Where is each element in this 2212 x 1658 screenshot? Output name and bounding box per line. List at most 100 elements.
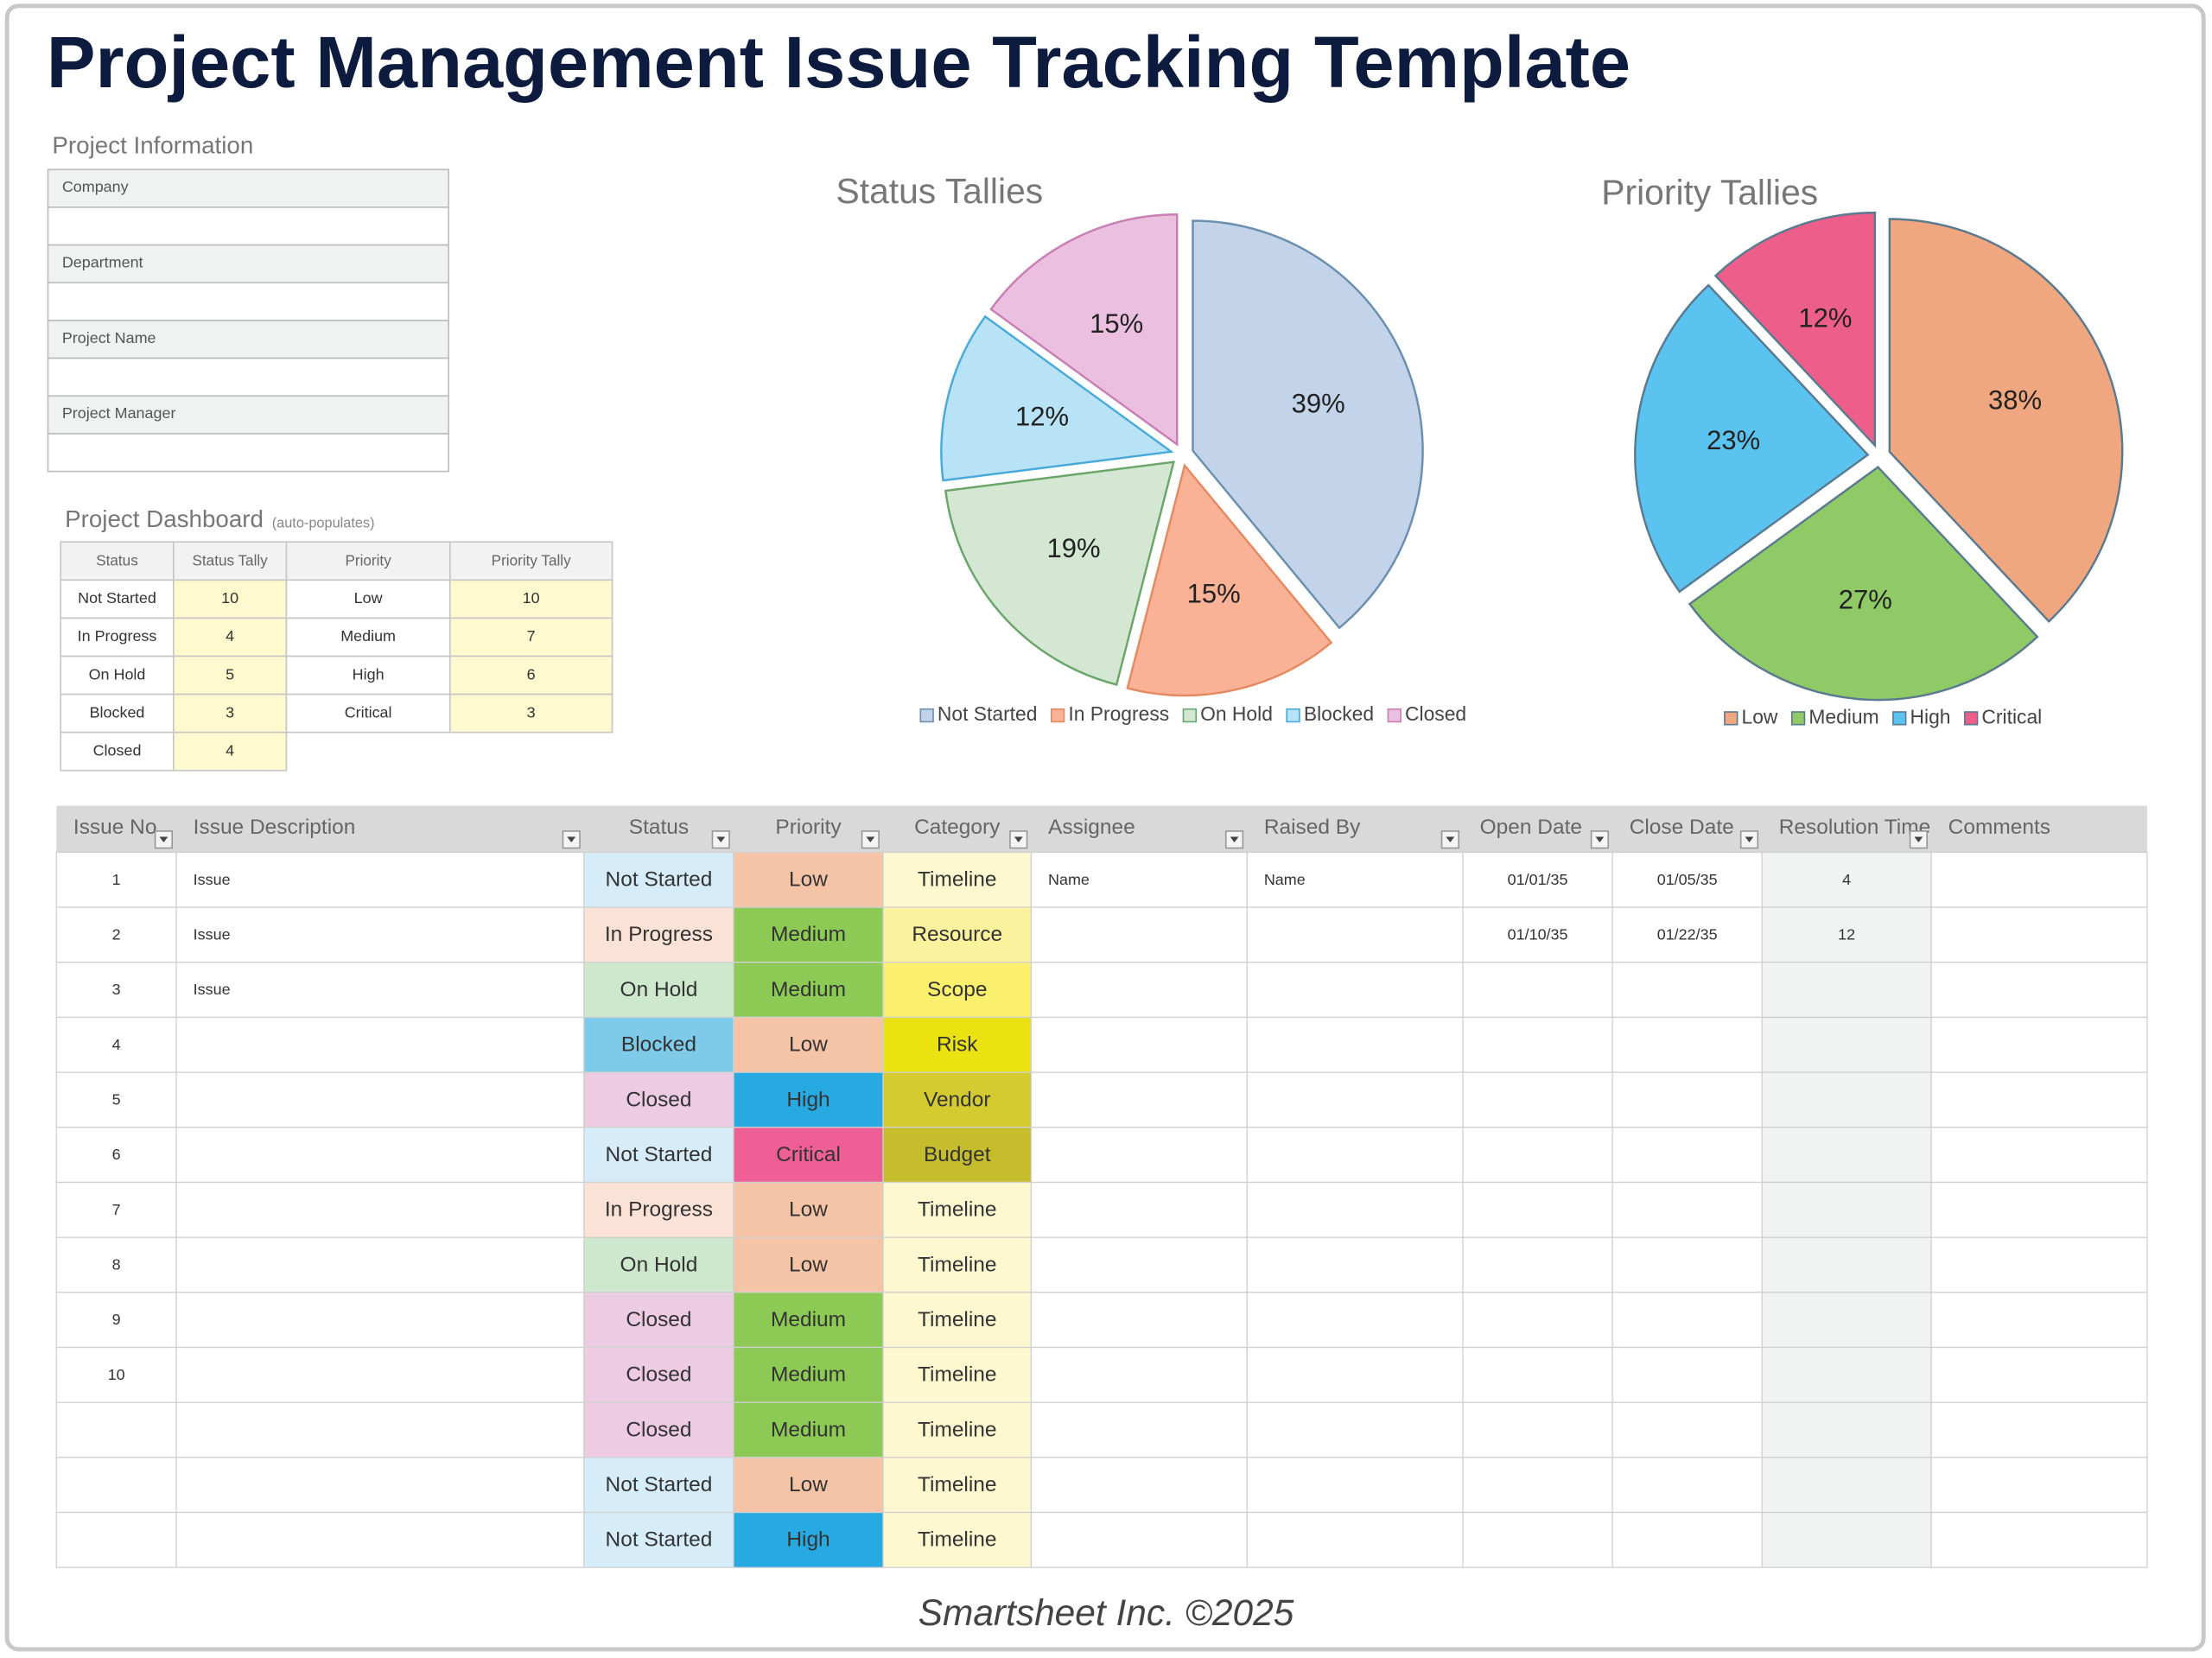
- table-cell: [55, 1016, 177, 1073]
- legend-label: On Hold: [1200, 702, 1273, 725]
- dashboard-cell: [60, 731, 175, 772]
- chart-title: Status Tallies: [836, 171, 1044, 211]
- cell-text: 8: [112, 1256, 121, 1274]
- table-cell: [1462, 851, 1613, 908]
- table-cell: [1930, 1127, 2148, 1184]
- cell-text: Critical: [776, 1143, 841, 1166]
- pie-slice: [1713, 211, 1877, 448]
- table-cell: [1030, 1016, 1248, 1073]
- dashboard-cell: [173, 655, 288, 696]
- dashboard-cell: [173, 579, 288, 619]
- dashboard-cell: [173, 693, 288, 734]
- legend-label: Not Started: [938, 702, 1038, 725]
- table-cell: [1030, 1401, 1248, 1458]
- cell-text: Timeline: [918, 1253, 997, 1276]
- slice-label: 12%: [1015, 402, 1069, 432]
- table-cell: [1761, 1457, 1932, 1514]
- table-cell: [175, 1016, 585, 1073]
- filter-arrow: [1595, 836, 1605, 843]
- table-cell: [1761, 1236, 1932, 1293]
- table-cell: [1930, 962, 2148, 1019]
- dashboard-value: 7: [527, 627, 536, 645]
- table-cell: [1611, 1401, 1763, 1458]
- cell-text: Vendor: [924, 1088, 991, 1111]
- cell-text: Medium: [771, 1363, 846, 1387]
- dashboard-value: 10: [523, 589, 540, 607]
- table-cell: [583, 1127, 734, 1184]
- cell-text: 5: [112, 1091, 121, 1109]
- table-cell: [1930, 1071, 2148, 1128]
- cell-text: Medium: [771, 978, 846, 1001]
- filter-arrow: [567, 836, 576, 843]
- pie-slice: [1688, 466, 2039, 702]
- table-cell: [1611, 1071, 1763, 1128]
- table-cell: [1611, 851, 1763, 908]
- table-cell: [733, 1511, 884, 1568]
- cell-text: Low: [789, 1198, 828, 1222]
- table-cell: [175, 851, 585, 908]
- table-cell: [733, 1401, 884, 1458]
- table-cell: [1611, 1236, 1763, 1293]
- column-header: Raised By: [1264, 816, 1361, 839]
- table-cell: [1030, 1511, 1248, 1568]
- cell-text: Issue: [194, 871, 231, 888]
- dashboard-cell: [60, 579, 175, 619]
- table-cell: [583, 1292, 734, 1349]
- cell-text: Closed: [626, 1088, 691, 1111]
- table-cell: [1246, 906, 1464, 963]
- table-cell: [583, 1071, 734, 1128]
- table-header-bg: [56, 805, 2147, 853]
- cell-text: High: [786, 1088, 830, 1111]
- table-cell: [733, 906, 884, 963]
- table-cell: [882, 1127, 1033, 1184]
- table-cell: [175, 1457, 585, 1514]
- dashboard-header: Priority Tally: [492, 552, 571, 569]
- cell-text: Not Started: [606, 1528, 713, 1552]
- cell-text: Timeline: [918, 1528, 997, 1552]
- pie-slice: [1888, 218, 2124, 623]
- cell-text: Risk: [937, 1033, 978, 1057]
- cell-text: Medium: [771, 923, 846, 946]
- table-cell: [1611, 1346, 1763, 1403]
- pie-slice: [944, 461, 1175, 686]
- cell-text: Not Started: [606, 868, 713, 892]
- cell-text: 3: [112, 981, 121, 998]
- table-cell: [1030, 1181, 1248, 1238]
- pie-slice: [1192, 219, 1424, 630]
- table-cell: [55, 962, 177, 1019]
- cell-text: Issue: [194, 981, 231, 998]
- legend-label: Blocked: [1304, 702, 1374, 725]
- table-cell: [55, 1457, 177, 1514]
- legend-label: Medium: [1808, 705, 1878, 727]
- table-cell: [882, 1181, 1033, 1238]
- legend-swatch: [1790, 711, 1806, 726]
- table-cell: [55, 1071, 177, 1128]
- dashboard-cell: [60, 655, 175, 696]
- table-cell: [1761, 1292, 1932, 1349]
- field-label: Department: [62, 254, 143, 271]
- cell-text: Blocked: [621, 1033, 696, 1057]
- dashboard-value: Closed: [93, 741, 142, 759]
- cell-text: Name: [1048, 871, 1090, 888]
- dashboard-cell: [173, 617, 288, 657]
- section-heading: Project Dashboard: [65, 505, 264, 532]
- table-cell: [1246, 1401, 1464, 1458]
- column-header: Close Date: [1630, 816, 1734, 839]
- dashboard-value: Not Started: [78, 589, 156, 607]
- field-label: Project Name: [62, 329, 156, 346]
- table-cell: [1246, 1181, 1464, 1238]
- cell-text: Scope: [927, 978, 987, 1001]
- table-cell: [1930, 1016, 2148, 1073]
- table-cell: [55, 1236, 177, 1293]
- dashboard-value: High: [353, 665, 385, 683]
- dashboard-value: 6: [527, 665, 536, 683]
- footer: Smartsheet Inc. ©2025: [918, 1592, 1294, 1633]
- cell-text: Budget: [924, 1143, 991, 1166]
- table-cell: [55, 1401, 177, 1458]
- legend-label: Low: [1742, 705, 1778, 727]
- table-cell: [733, 1292, 884, 1349]
- table-cell: [1030, 906, 1248, 963]
- dashboard-cell: [285, 617, 451, 657]
- table-cell: [175, 1127, 585, 1184]
